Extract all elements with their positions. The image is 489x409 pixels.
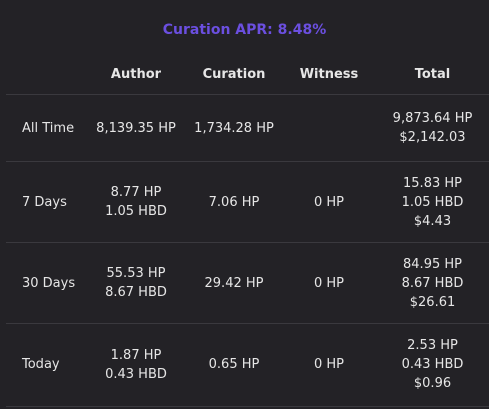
column-header-witness: Witness xyxy=(299,66,359,82)
table-bottom-divider xyxy=(6,406,489,407)
rewards-table: Author Curation Witness Total All Time 8… xyxy=(6,54,489,405)
total-cell: 15.83 HP 1.05 HBD $4.43 xyxy=(376,161,489,243)
author-value: 8,139.35 HP xyxy=(96,120,176,136)
total-usd-value: $4.43 xyxy=(413,213,452,229)
table-row-30-days: 30 Days 55.53 HP 8.67 HBD 29.42 HP 0 HP … xyxy=(6,242,489,324)
curation-cell: 7.06 HP xyxy=(186,161,282,243)
witness-value: 0 HP xyxy=(313,275,345,291)
column-header-author: Author xyxy=(110,66,162,82)
author-hp-value: 1.87 HP xyxy=(110,347,162,363)
total-usd-value: $2,142.03 xyxy=(399,130,466,145)
total-hp-value: 84.95 HP xyxy=(403,256,462,272)
table-header-row: Author Curation Witness Total xyxy=(6,54,489,95)
author-cell: 1.87 HP 0.43 HBD xyxy=(86,323,186,405)
curation-cell: 0.65 HP xyxy=(186,323,282,405)
curation-apr-heading: Curation APR: 8.48% xyxy=(162,22,327,38)
total-cell: 84.95 HP 8.67 HBD $26.61 xyxy=(376,242,489,324)
curation-cell: 29.42 HP xyxy=(186,242,282,324)
witness-cell: 0 HP xyxy=(282,323,376,405)
author-hbd-value: 0.43 HBD xyxy=(105,366,167,382)
witness-cell xyxy=(282,94,376,162)
table-row-all-time: All Time 8,139.35 HP 1,734.28 HP 9,873.6… xyxy=(6,94,489,162)
total-cell: 2.53 HP 0.43 HBD $0.96 xyxy=(376,323,489,405)
total-hbd-value: 1.05 HBD xyxy=(401,194,464,210)
author-cell: 55.53 HP 8.67 HBD xyxy=(86,242,186,324)
witness-cell: 0 HP xyxy=(282,161,376,243)
total-usd-value: $0.96 xyxy=(413,376,452,391)
author-hp-value: 8.77 HP xyxy=(110,185,162,200)
period-label: 30 Days xyxy=(6,242,86,324)
witness-cell: 0 HP xyxy=(282,242,376,324)
witness-value: 0 HP xyxy=(313,357,345,372)
total-usd-value: $26.61 xyxy=(409,294,456,310)
column-header-total: Total xyxy=(414,66,451,82)
curation-value: 29.42 HP xyxy=(204,275,264,291)
table-row-today: Today 1.87 HP 0.43 HBD 0.65 HP 0 HP 2.53… xyxy=(6,323,489,405)
curation-value: 0.65 HP xyxy=(208,357,260,372)
total-hbd-value: 0.43 HBD xyxy=(401,357,464,372)
author-cell: 8,139.35 HP xyxy=(86,94,186,162)
total-hp-value: 2.53 HP xyxy=(407,338,458,353)
total-hbd-value: 8.67 HBD xyxy=(401,275,464,291)
column-header-curation: Curation xyxy=(202,66,266,82)
total-hp-value: 15.83 HP xyxy=(403,175,462,191)
period-label: Today xyxy=(6,323,86,405)
author-hbd-value: 1.05 HBD xyxy=(105,204,167,219)
curation-cell: 1,734.28 HP xyxy=(186,94,282,162)
author-hp-value: 55.53 HP xyxy=(106,266,166,281)
author-cell: 8.77 HP 1.05 HBD xyxy=(86,161,186,243)
witness-value: 0 HP xyxy=(313,194,345,210)
curation-value: 7.06 HP xyxy=(208,194,260,210)
table-row-7-days: 7 Days 8.77 HP 1.05 HBD 7.06 HP 0 HP 15.… xyxy=(6,161,489,243)
period-label: All Time xyxy=(6,94,86,162)
period-label: 7 Days xyxy=(6,161,86,243)
author-hbd-value: 8.67 HBD xyxy=(105,285,167,300)
column-header-period xyxy=(6,54,86,95)
total-cell: 9,873.64 HP $2,142.03 xyxy=(376,94,489,162)
curation-value: 1,734.28 HP xyxy=(194,120,274,136)
total-hp-value: 9,873.64 HP xyxy=(392,111,473,126)
